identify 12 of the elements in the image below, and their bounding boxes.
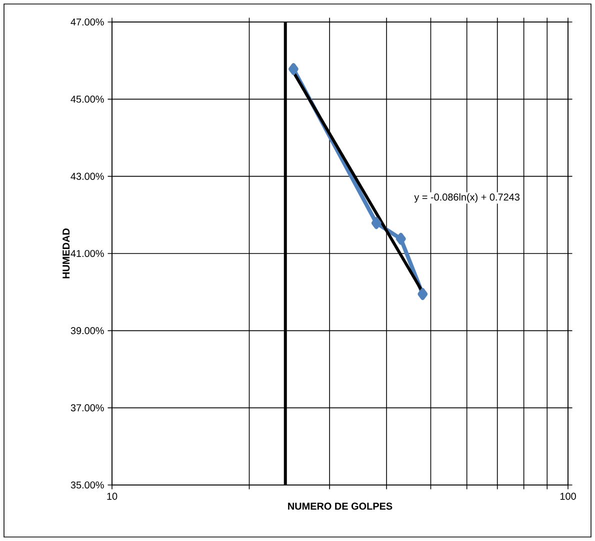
y-tick-label: 37.00% bbox=[70, 404, 104, 412]
y-tick-label: 47.00% bbox=[70, 18, 104, 26]
y-axis-title: HUMEDAD bbox=[62, 228, 70, 278]
annotation: y = -0.086ln(x) + 0.7243 bbox=[414, 193, 520, 203]
x-tick-label: 100 bbox=[560, 492, 576, 500]
y-tick-label: 39.00% bbox=[70, 327, 104, 334]
y-tick-label: 35.00% bbox=[70, 481, 104, 489]
y-tick-label: 41.00% bbox=[70, 250, 104, 258]
y-tick-label: 43.00% bbox=[70, 172, 104, 180]
x-tick-label: 10 bbox=[107, 492, 118, 500]
x-axis-title: NUMERO DE GOLPES bbox=[288, 502, 392, 510]
y-tick-label: 45.00% bbox=[70, 96, 104, 103]
